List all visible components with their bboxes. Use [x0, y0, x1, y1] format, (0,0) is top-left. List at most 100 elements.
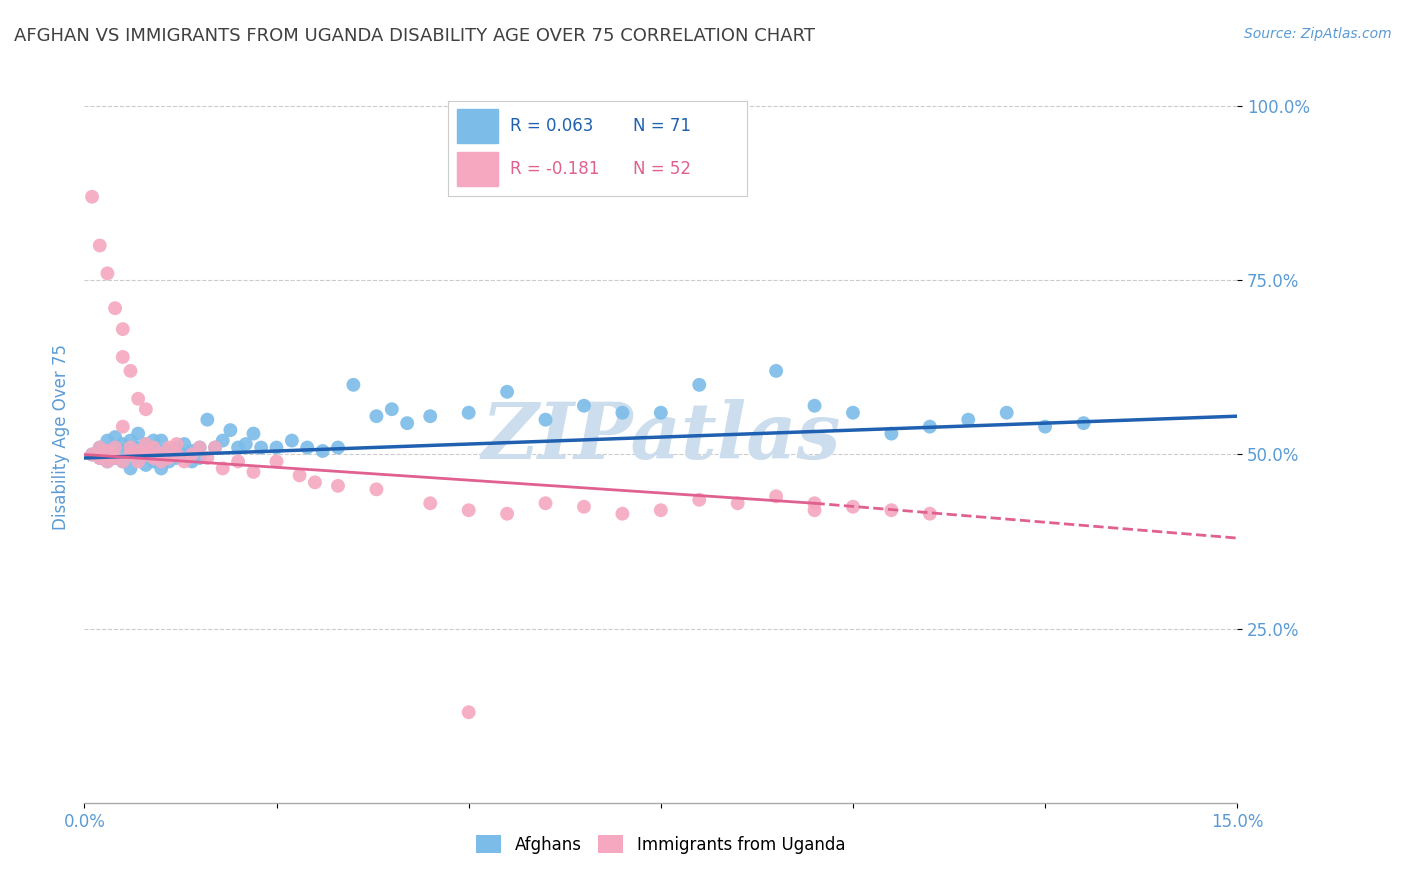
Point: [419, 496, 441, 510]
Point: [150, 461, 173, 475]
Point: [226, 454, 249, 468]
Point: [111, 350, 134, 364]
Point: [1073, 416, 1095, 430]
Point: [204, 441, 226, 455]
Point: [96, 434, 118, 448]
Point: [104, 441, 127, 455]
Point: [104, 450, 127, 465]
Point: [803, 503, 825, 517]
Point: [89, 238, 111, 252]
Point: [80, 448, 103, 462]
Point: [120, 461, 142, 475]
Point: [765, 489, 787, 503]
Point: [181, 454, 204, 468]
Point: [366, 409, 388, 424]
Point: [127, 392, 149, 406]
Point: [181, 448, 204, 462]
Point: [135, 448, 157, 462]
Point: [918, 419, 941, 434]
Point: [496, 384, 519, 399]
Point: [288, 468, 311, 483]
Text: ZIPatlas: ZIPatlas: [481, 399, 841, 475]
Point: [173, 448, 195, 462]
Point: [89, 450, 111, 465]
Point: [157, 444, 180, 458]
Point: [181, 444, 204, 458]
Point: [111, 437, 134, 451]
Point: [880, 503, 903, 517]
Point: [157, 441, 180, 455]
Point: [842, 500, 865, 514]
Point: [120, 441, 142, 455]
Point: [803, 496, 825, 510]
Point: [880, 426, 903, 441]
Point: [204, 441, 226, 455]
Point: [195, 450, 218, 465]
Point: [127, 426, 149, 441]
Point: [104, 301, 127, 316]
Point: [326, 441, 349, 455]
Point: [173, 454, 195, 468]
Point: [765, 364, 787, 378]
Point: [142, 454, 165, 468]
Point: [104, 430, 127, 444]
Point: [496, 507, 519, 521]
Point: [211, 461, 233, 475]
Point: [995, 406, 1018, 420]
Point: [135, 437, 157, 451]
Text: AFGHAN VS IMMIGRANTS FROM UGANDA DISABILITY AGE OVER 75 CORRELATION CHART: AFGHAN VS IMMIGRANTS FROM UGANDA DISABIL…: [14, 27, 815, 45]
Point: [572, 500, 595, 514]
Point: [211, 434, 233, 448]
Point: [173, 437, 195, 451]
Point: [96, 444, 118, 458]
Point: [111, 444, 134, 458]
Point: [127, 450, 149, 465]
Point: [250, 441, 273, 455]
Point: [96, 454, 118, 468]
Point: [120, 448, 142, 462]
Point: [89, 450, 111, 465]
Point: [918, 507, 941, 521]
Point: [297, 441, 319, 455]
Point: [120, 434, 142, 448]
Point: [242, 465, 264, 479]
Point: [135, 437, 157, 451]
Point: [89, 441, 111, 455]
Point: [120, 364, 142, 378]
Point: [326, 479, 349, 493]
Point: [534, 412, 557, 426]
Point: [396, 416, 419, 430]
Point: [457, 705, 479, 719]
Point: [150, 448, 173, 462]
Point: [89, 441, 111, 455]
Point: [188, 450, 211, 465]
Legend: Afghans, Immigrants from Uganda: Afghans, Immigrants from Uganda: [470, 829, 852, 860]
Point: [104, 441, 127, 455]
Point: [157, 450, 180, 465]
Point: [266, 441, 288, 455]
Point: [142, 434, 165, 448]
Point: [135, 448, 157, 462]
Point: [266, 454, 288, 468]
Point: [142, 450, 165, 465]
Point: [366, 483, 388, 497]
Point: [727, 496, 749, 510]
Point: [534, 496, 557, 510]
Point: [650, 406, 672, 420]
Point: [166, 448, 188, 462]
Point: [111, 322, 134, 336]
Point: [195, 412, 218, 426]
Point: [803, 399, 825, 413]
Point: [457, 406, 479, 420]
Point: [166, 441, 188, 455]
Point: [381, 402, 404, 417]
Point: [188, 441, 211, 455]
Point: [304, 475, 326, 490]
Point: [226, 441, 249, 455]
Y-axis label: Disability Age Over 75: Disability Age Over 75: [52, 344, 70, 530]
Point: [111, 454, 134, 468]
Point: [166, 437, 188, 451]
Point: [142, 441, 165, 455]
Point: [120, 448, 142, 462]
Point: [235, 437, 257, 451]
